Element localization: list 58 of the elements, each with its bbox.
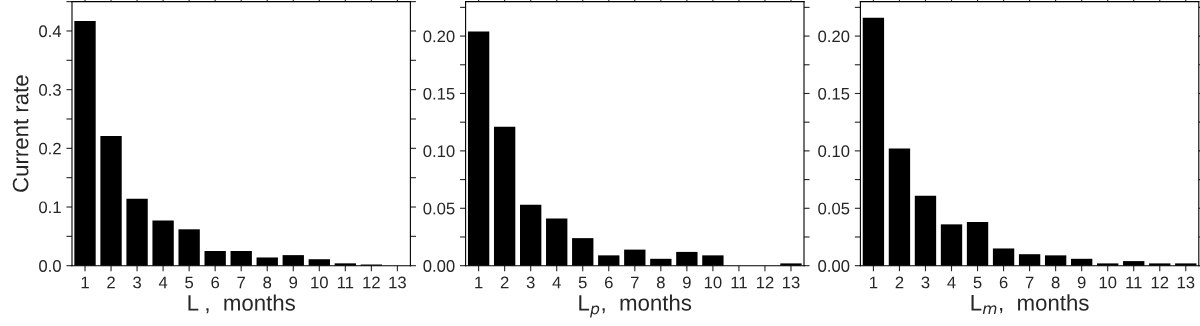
x-tick-label: 6	[999, 276, 1008, 289]
y-tick-label: 0.4	[39, 25, 62, 38]
x-tick-label: 12	[756, 276, 774, 289]
x-tick-label: 10	[704, 276, 722, 289]
x-axis-title: L , months	[188, 294, 295, 314]
x-tick-label: 9	[683, 276, 691, 289]
x-axis-title: L$_{p}$, months	[579, 294, 692, 318]
y-tick-label: 0.05	[423, 202, 455, 215]
x-tick-label: 8	[263, 276, 272, 289]
x-tick-label: 8	[656, 276, 665, 289]
y-tick-label: 0.00	[423, 260, 455, 272]
x-tick-label: 3	[526, 276, 535, 289]
x-tick-label: 13	[782, 276, 800, 289]
y-tick-label: 0.15	[818, 87, 850, 100]
x-tick-label: 10	[1099, 276, 1117, 289]
x-tick-label: 3	[921, 276, 930, 289]
y-tick-label: 0.3	[39, 84, 61, 96]
y-tick-label: 0.2	[39, 142, 61, 155]
x-tick-label: 6	[211, 276, 220, 289]
y-tick-label: 0.00	[818, 260, 850, 272]
x-tick-label: 1	[870, 276, 878, 289]
x-tick-label: 2	[500, 276, 509, 289]
x-tick-label: 1	[475, 276, 483, 289]
x-tick-label: 13	[389, 276, 406, 289]
y-tick-label: 0.20	[423, 30, 455, 43]
x-tick-label: 4	[947, 276, 956, 289]
x-tick-label: 5	[185, 276, 194, 289]
x-tick-label: 7	[631, 276, 639, 289]
x-tick-label: 7	[1025, 276, 1034, 289]
x-tick-label: 9	[1077, 276, 1086, 289]
y-tick-label: 0.1	[39, 201, 61, 214]
x-tick-label: 10	[311, 276, 328, 289]
x-tick-label: 2	[895, 276, 904, 289]
y-tick-label: 0.05	[818, 202, 850, 215]
x-tick-label: 11	[731, 276, 747, 289]
x-tick-label: 5	[578, 276, 587, 289]
x-tick-label: 4	[158, 276, 168, 289]
x-tick-label: 9	[289, 276, 298, 289]
x-tick-label: 12	[363, 276, 380, 289]
x-axis-title: L$_{m}$, months	[971, 294, 1089, 315]
y-tick-label: 0.20	[818, 30, 850, 43]
x-tick-label: 2	[107, 276, 115, 289]
x-tick-label: 11	[1126, 276, 1142, 289]
y-axis-title: Current rate	[12, 75, 29, 192]
y-tick-label: 0.10	[423, 145, 455, 158]
x-tick-label: 12	[1151, 276, 1169, 289]
x-tick-label: 13	[1177, 276, 1195, 289]
y-tick-label: 0.10	[818, 145, 850, 158]
x-tick-label: 3	[133, 276, 141, 289]
x-tick-label: 5	[973, 276, 982, 289]
x-tick-label: 7	[237, 276, 245, 289]
y-tick-label: 0.15	[423, 87, 455, 100]
x-tick-label: 11	[337, 276, 354, 289]
y-tick-label: 0.0	[39, 260, 61, 272]
x-tick-label: 1	[81, 276, 89, 289]
x-tick-label: 8	[1051, 276, 1060, 289]
x-tick-label: 6	[604, 276, 613, 289]
x-tick-label: 4	[552, 276, 561, 289]
